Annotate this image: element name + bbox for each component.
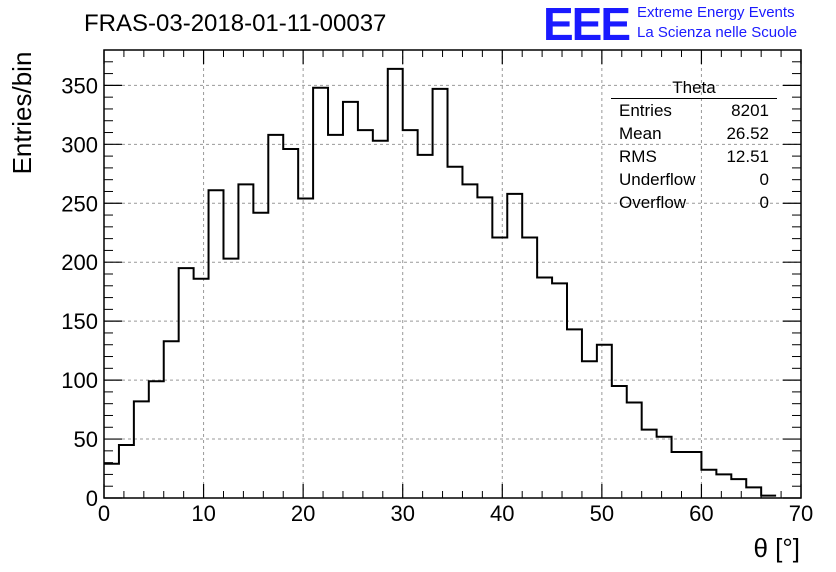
stats-row-entries: Entries 8201 — [611, 99, 777, 122]
stats-row-rms: RMS 12.51 — [611, 145, 777, 168]
x-tick-label: 40 — [490, 501, 514, 526]
plot-frame — [103, 49, 802, 499]
stats-key: Entries — [619, 101, 672, 120]
y-tick-label: 50 — [74, 427, 98, 452]
eee-logo: EEE — [543, 0, 631, 50]
x-tick-label: 30 — [390, 501, 414, 526]
y-tick-label: 150 — [61, 309, 98, 334]
stats-value: 8201 — [731, 101, 769, 120]
stats-box: Theta Entries 8201 Mean 26.52 RMS 12.51 … — [611, 78, 777, 214]
x-tick-label: 70 — [789, 501, 813, 526]
stats-value: 12.51 — [726, 147, 769, 166]
stats-key: RMS — [619, 147, 657, 166]
stats-key: Mean — [619, 124, 662, 143]
run-title: FRAS-03-2018-01-11-00037 — [84, 10, 387, 37]
x-tick-label: 60 — [689, 501, 713, 526]
stats-row-overflow: Overflow 0 — [611, 191, 777, 214]
stats-row-mean: Mean 26.52 — [611, 122, 777, 145]
y-tick-label: 300 — [61, 132, 98, 157]
stats-key: Underflow — [619, 170, 696, 189]
y-tick-label: 250 — [61, 191, 98, 216]
x-tick-label: 50 — [590, 501, 614, 526]
y-tick-label: 350 — [61, 73, 98, 98]
stats-key: Overflow — [619, 193, 687, 212]
x-tick-label: 0 — [98, 501, 110, 526]
logo-tagline-1: Extreme Energy Events — [637, 4, 795, 21]
y-axis-label: Entries/bin — [7, 52, 37, 175]
tick-labels: 0 10 20 30 40 50 60 70 0 50 100 150 200 250 300 350 — [61, 73, 813, 526]
stats-row-underflow: Underflow 0 — [611, 168, 777, 191]
stats-value: 26.52 — [726, 124, 769, 143]
x-tick-label: 20 — [291, 501, 315, 526]
histogram-step-line — [104, 67, 777, 497]
axis-ticks — [103, 49, 802, 499]
stats-title: Theta — [611, 78, 777, 99]
logo-tagline-2: La Scienza nelle Scuole — [637, 24, 798, 41]
y-tick-label: 100 — [61, 368, 98, 393]
stats-value: 0 — [759, 193, 769, 212]
stats-value: 0 — [759, 170, 769, 189]
y-tick-label: 200 — [61, 250, 98, 275]
x-tick-label: 10 — [191, 501, 215, 526]
x-axis-label: θ [°] — [753, 533, 800, 563]
y-tick-label: 0 — [86, 486, 98, 511]
